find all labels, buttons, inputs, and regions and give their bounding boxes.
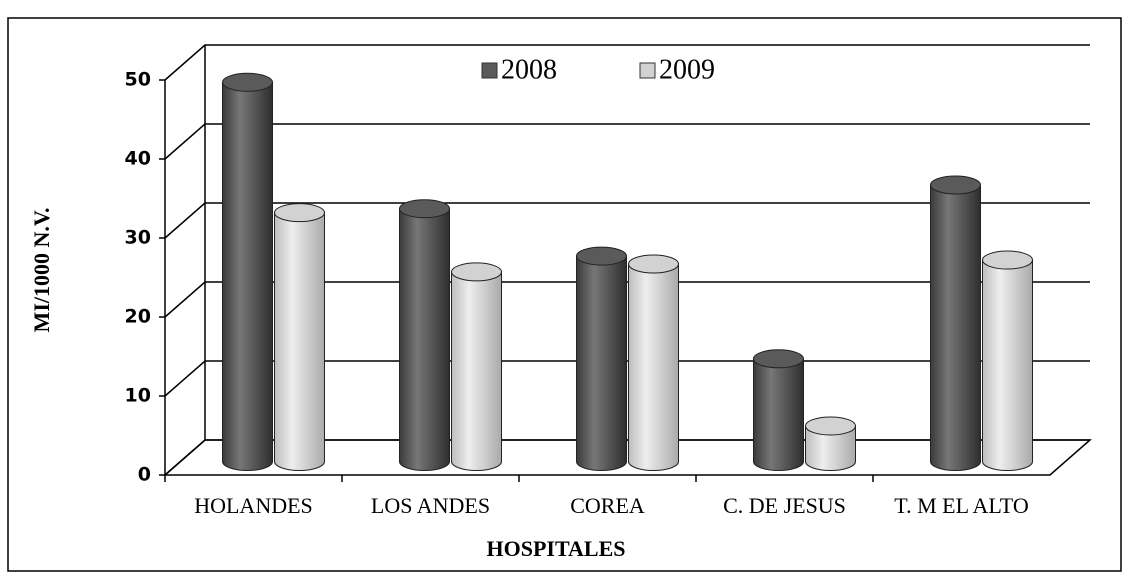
legend-label: 2008 <box>501 54 557 85</box>
bar <box>805 416 856 471</box>
x-tick-label: HOLANDES <box>194 493 313 518</box>
bar-top <box>805 416 856 436</box>
legend-swatch <box>481 62 498 79</box>
bar <box>982 250 1033 471</box>
bar-top <box>399 199 450 219</box>
bar-top <box>982 250 1033 270</box>
grid-line <box>164 44 1090 81</box>
y-tick-label: 20 <box>125 306 151 328</box>
bar-top <box>576 246 627 266</box>
x-tick-label: COREA <box>570 493 645 518</box>
frame <box>7 17 1122 572</box>
bar <box>930 175 981 471</box>
bar-top <box>222 72 273 92</box>
grid-line <box>164 123 1090 160</box>
x-axis-title: HOSPITALES <box>487 536 626 561</box>
bar-top <box>451 262 502 282</box>
bar-body <box>982 259 1033 471</box>
bar-body <box>399 208 450 471</box>
x-tick-label: C. DE JESUS <box>723 493 846 518</box>
x-tick-label: LOS ANDES <box>371 493 490 518</box>
bar-body <box>576 255 627 471</box>
y-axis-title: MI/1000 N.V. <box>29 208 54 333</box>
y-tick-label: 0 <box>138 464 151 486</box>
grid-line <box>164 281 1090 318</box>
bar <box>628 254 679 471</box>
bar <box>274 203 325 471</box>
bar-body <box>930 184 981 471</box>
bar-body <box>222 81 273 471</box>
bar-body <box>805 425 856 471</box>
bar-top <box>274 203 325 223</box>
legend-label: 2009 <box>659 54 715 85</box>
bar-body <box>753 358 804 471</box>
bar <box>399 199 450 471</box>
grid-line <box>164 202 1090 239</box>
bar <box>222 72 273 471</box>
y-tick-label: 50 <box>125 69 151 91</box>
bar <box>753 349 804 471</box>
legend-swatch <box>639 62 656 79</box>
y-tick-label: 40 <box>125 148 151 170</box>
y-tick-label: 10 <box>125 385 151 407</box>
bar-body <box>628 263 679 471</box>
bar-body <box>451 271 502 471</box>
bar <box>576 246 627 471</box>
bar <box>451 262 502 471</box>
bar-top <box>753 349 804 369</box>
x-tick-label: T. M EL ALTO <box>894 493 1028 518</box>
bar-top <box>628 254 679 274</box>
bar-top <box>930 175 981 195</box>
bar-body <box>274 212 325 471</box>
y-tick-label: 30 <box>125 227 151 249</box>
